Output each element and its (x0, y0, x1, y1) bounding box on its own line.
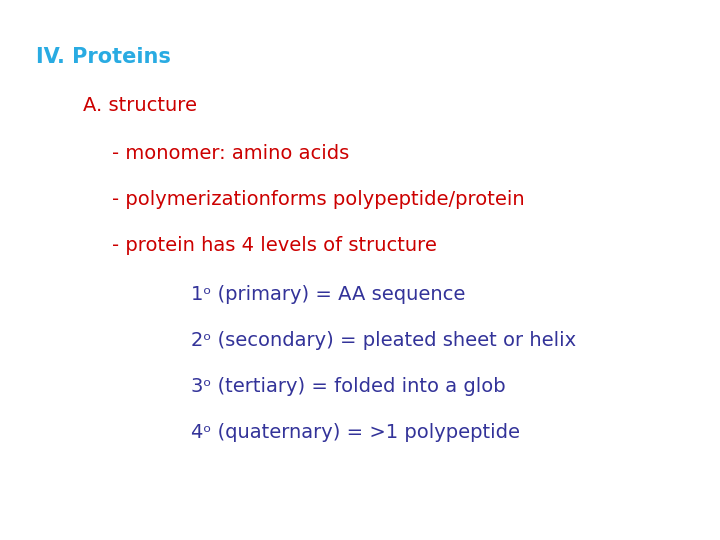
Text: 1ᵒ (primary) = AA sequence: 1ᵒ (primary) = AA sequence (191, 285, 465, 304)
Text: A. structure: A. structure (83, 96, 197, 115)
Text: 2ᵒ (secondary) = pleated sheet or helix: 2ᵒ (secondary) = pleated sheet or helix (191, 330, 576, 350)
Text: - polymerizationforms polypeptide/protein: - polymerizationforms polypeptide/protei… (112, 190, 524, 210)
Text: - protein has 4 levels of structure: - protein has 4 levels of structure (112, 236, 436, 255)
Text: 4ᵒ (quaternary) = >1 polypeptide: 4ᵒ (quaternary) = >1 polypeptide (191, 422, 520, 442)
Text: - monomer: amino acids: - monomer: amino acids (112, 144, 349, 164)
Text: IV. Proteins: IV. Proteins (36, 46, 171, 67)
Text: 3ᵒ (tertiary) = folded into a glob: 3ᵒ (tertiary) = folded into a glob (191, 376, 505, 396)
